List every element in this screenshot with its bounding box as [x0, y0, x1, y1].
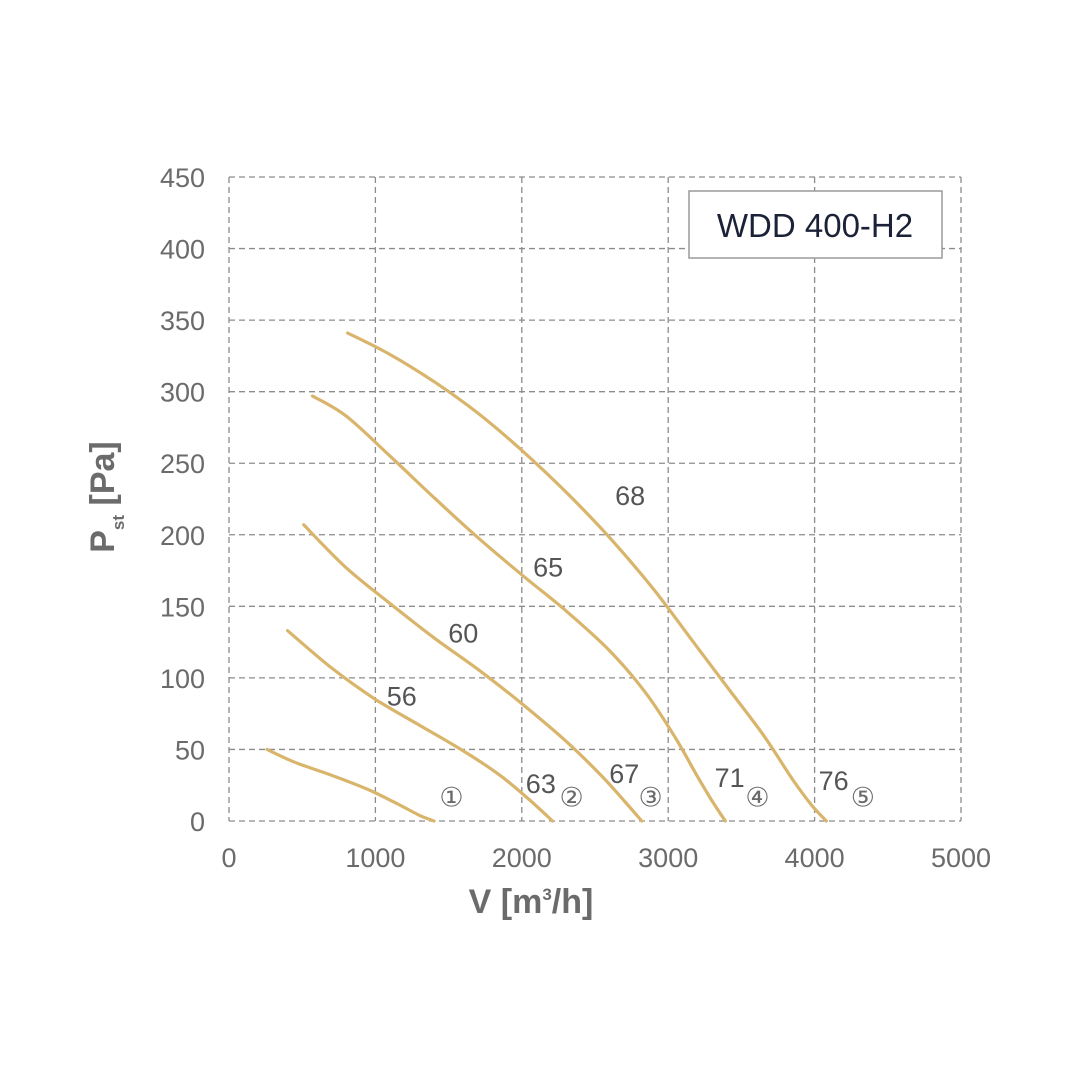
- x-tick-label: 2000: [492, 843, 552, 873]
- fan-curve: [265, 747, 436, 823]
- curve-value-label: 56: [387, 681, 417, 711]
- curve-number-marker: ③: [639, 783, 663, 814]
- legend-box: WDD 400-H2: [688, 190, 943, 259]
- x-tick-label: 4000: [785, 843, 845, 873]
- y-tick-label: 300: [160, 378, 205, 408]
- x-axis-label: V [m3/h]: [469, 883, 594, 921]
- curve-number-marker: ⑤: [851, 783, 875, 814]
- curve-value-label: 76: [819, 766, 849, 796]
- y-tick-label: 450: [160, 163, 205, 193]
- fan-curve: [286, 629, 555, 823]
- fan-curve: [302, 523, 644, 823]
- y-tick-label: 200: [160, 521, 205, 551]
- y-tick-label: 400: [160, 235, 205, 265]
- curve-value-label: 65: [533, 553, 563, 583]
- y-tick-label: 100: [160, 664, 205, 694]
- curve-value-label: 68: [615, 481, 645, 511]
- y-axis-label: Pst [Pa]: [84, 441, 128, 553]
- curve-value-label: 60: [448, 619, 478, 649]
- curve-number-marker: ①: [439, 783, 463, 814]
- chart-title: WDD 400-H2: [717, 207, 913, 244]
- tick-labels: 0 50 100 150 200 250 300 350 400 450 0 1000 2000 3000…: [160, 163, 991, 873]
- curve-value-label: 63: [526, 769, 556, 799]
- y-tick-label: 0: [190, 807, 205, 837]
- curve-labels: 56 63 60 67 65 71 68 76 ① ② ③ ④ ⑤: [387, 481, 875, 814]
- x-tick-label: 5000: [931, 843, 991, 873]
- fan-curves: [265, 331, 828, 823]
- y-tick-label: 250: [160, 449, 205, 479]
- fan-curve: [310, 394, 727, 823]
- fan-curve: [346, 331, 828, 823]
- grid-lines: [228, 176, 962, 822]
- curve-number-marker: ④: [745, 783, 769, 814]
- x-tick-label: 3000: [638, 843, 698, 873]
- curve-value-label: 67: [609, 759, 639, 789]
- y-tick-label: 50: [175, 735, 205, 765]
- curve-number-marker: ②: [559, 783, 583, 814]
- y-tick-label: 350: [160, 306, 205, 336]
- x-tick-label: 0: [221, 843, 236, 873]
- y-tick-label: 150: [160, 592, 205, 622]
- curve-value-label: 71: [715, 763, 745, 793]
- x-tick-label: 1000: [345, 843, 405, 873]
